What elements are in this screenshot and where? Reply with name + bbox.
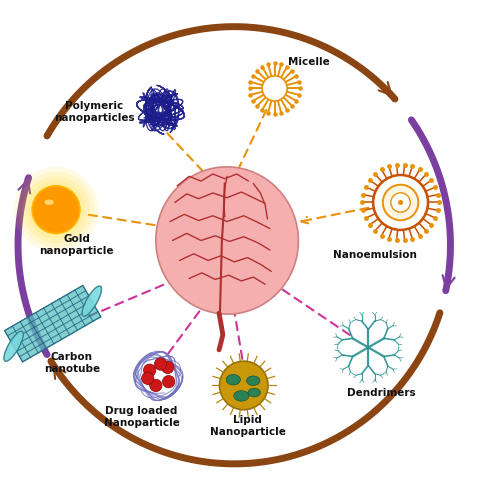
Text: Carbon
nanotube: Carbon nanotube bbox=[43, 352, 100, 374]
Circle shape bbox=[391, 193, 410, 212]
Circle shape bbox=[398, 200, 403, 205]
Text: Nanoemulsion: Nanoemulsion bbox=[333, 250, 416, 260]
Circle shape bbox=[219, 361, 268, 410]
Circle shape bbox=[32, 185, 81, 234]
Ellipse shape bbox=[248, 388, 261, 397]
Ellipse shape bbox=[4, 331, 23, 362]
Ellipse shape bbox=[226, 374, 240, 385]
Text: Polymeric
nanoparticles: Polymeric nanoparticles bbox=[54, 102, 134, 123]
Circle shape bbox=[143, 364, 156, 376]
Circle shape bbox=[22, 176, 90, 243]
Polygon shape bbox=[5, 286, 101, 362]
Text: Micelle: Micelle bbox=[288, 58, 330, 68]
Circle shape bbox=[162, 361, 174, 374]
Ellipse shape bbox=[234, 390, 249, 401]
Ellipse shape bbox=[156, 167, 298, 314]
Text: Drug loaded
Nanoparticle: Drug loaded Nanoparticle bbox=[104, 406, 180, 428]
Circle shape bbox=[32, 185, 80, 234]
Circle shape bbox=[33, 186, 79, 232]
Circle shape bbox=[33, 186, 79, 233]
Circle shape bbox=[154, 358, 167, 370]
Circle shape bbox=[262, 76, 287, 101]
Circle shape bbox=[34, 188, 78, 232]
Circle shape bbox=[32, 186, 80, 234]
Ellipse shape bbox=[44, 200, 54, 205]
Circle shape bbox=[32, 185, 81, 234]
Circle shape bbox=[150, 380, 162, 392]
Circle shape bbox=[13, 167, 98, 252]
Circle shape bbox=[163, 376, 175, 388]
Circle shape bbox=[383, 184, 418, 220]
Circle shape bbox=[33, 187, 79, 232]
Text: Gold
nanoparticle: Gold nanoparticle bbox=[39, 234, 114, 256]
Circle shape bbox=[18, 172, 94, 248]
Text: Lipid
Nanoparticle: Lipid Nanoparticle bbox=[210, 415, 285, 436]
Circle shape bbox=[27, 180, 85, 239]
Ellipse shape bbox=[82, 286, 101, 316]
Ellipse shape bbox=[247, 376, 260, 386]
Circle shape bbox=[141, 372, 154, 384]
Text: Dendrimers: Dendrimers bbox=[347, 388, 416, 398]
Circle shape bbox=[33, 186, 80, 234]
